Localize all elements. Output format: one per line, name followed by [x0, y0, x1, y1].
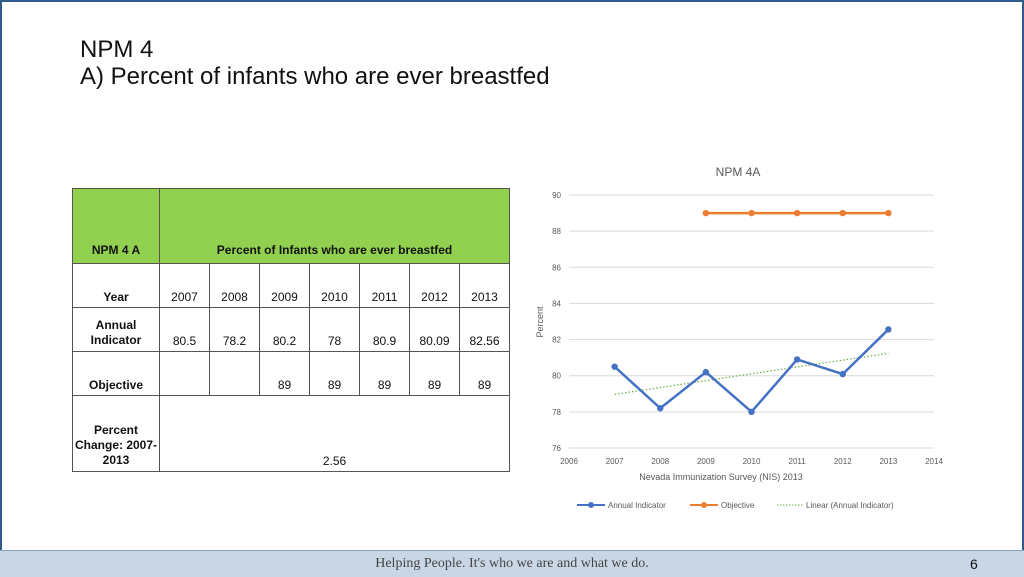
- chart-x-tick-label: 2009: [697, 457, 715, 466]
- chart-y-tick-label: 90: [552, 191, 561, 200]
- annual-cell: 80.5: [159, 307, 210, 352]
- chart-y-tick-label: 76: [552, 444, 561, 453]
- objective-cell: 89: [309, 351, 360, 396]
- chart-point-objective: [839, 209, 846, 217]
- objective-cell: 89: [259, 351, 310, 396]
- chart-x-tick-label: 2012: [834, 457, 852, 466]
- chart-y-tick-label: 86: [552, 263, 561, 272]
- chart-trendline: [614, 352, 889, 395]
- annual-cell: 78.2: [209, 307, 260, 352]
- footer-band: Helping People. It's who we are and what…: [0, 550, 1024, 577]
- objective-cell: [159, 351, 210, 396]
- year-cell: 2008: [209, 263, 260, 308]
- chart-point-annual-indicator: [657, 405, 664, 412]
- chart-point-objective: [748, 209, 755, 217]
- change-label: Percent Change: 2007-2013: [72, 395, 160, 472]
- annual-cell: 82.56: [459, 307, 510, 352]
- table-header-title: Percent of Infants who are ever breastfe…: [159, 188, 510, 264]
- chart-point-annual-indicator: [748, 408, 755, 416]
- chart-x-tick-label: 2008: [651, 457, 669, 466]
- chart-x-tick-label: 2006: [560, 457, 578, 466]
- objective-label: Objective: [72, 351, 160, 396]
- year-label: Year: [72, 263, 160, 308]
- chart-point-annual-indicator: [702, 368, 710, 376]
- data-table: NPM 4 A Percent of Infants who are ever …: [72, 188, 510, 472]
- table-annual-row: Annual Indicator 80.5 78.2 80.2 78 80.9 …: [72, 307, 510, 352]
- annual-cell: 80.09: [409, 307, 460, 352]
- chart-point-annual-indicator: [611, 363, 618, 370]
- annual-cell: 80.9: [359, 307, 410, 352]
- chart-x-tick-label: 2014: [925, 457, 943, 466]
- change-value: 2.56: [159, 395, 510, 472]
- title-line-1: NPM 4: [80, 36, 154, 63]
- title-line-2: A) Percent of infants who are ever breas…: [80, 63, 550, 90]
- annual-cell: 78: [309, 307, 360, 352]
- legend-label-annual: Annual Indicator: [608, 501, 666, 510]
- table-change-row: Percent Change: 2007-2013 2.56: [72, 395, 510, 472]
- chart-title: NPM 4A: [716, 165, 761, 179]
- table-objective-row: Objective 89 89 89 89 89: [72, 351, 510, 396]
- table-header-row: NPM 4 A Percent of Infants who are ever …: [72, 188, 510, 264]
- year-cell: 2012: [409, 263, 460, 308]
- table-header-label: NPM 4 A: [72, 188, 160, 264]
- chart-y-tick-label: 80: [552, 372, 561, 381]
- objective-cell: [209, 351, 260, 396]
- chart-y-tick-label: 84: [552, 299, 561, 308]
- annual-cell: 80.2: [259, 307, 310, 352]
- legend-marker-annual: [588, 502, 594, 508]
- chart-x-tick-label: 2007: [606, 457, 624, 466]
- chart-y-tick-label: 78: [552, 408, 561, 417]
- chart-x-tick-label: 2010: [743, 457, 761, 466]
- chart-point-annual-indicator: [885, 326, 892, 333]
- legend-label-objective: Objective: [721, 501, 755, 510]
- year-cell: 2011: [359, 263, 410, 308]
- chart-point-annual-indicator: [793, 356, 801, 363]
- chart-y-axis-label: Percent: [535, 306, 545, 338]
- chart-y-tick-label: 82: [552, 336, 561, 345]
- slide-title: NPM 4 A) Percent of infants who are ever…: [80, 36, 550, 90]
- chart-point-annual-indicator: [839, 370, 846, 378]
- year-cell: 2010: [309, 263, 360, 308]
- page-number: 6: [970, 556, 978, 572]
- legend-marker-objective: [701, 502, 707, 508]
- chart-point-objective: [885, 209, 892, 217]
- objective-cell: 89: [409, 351, 460, 396]
- chart-x-tick-label: 2013: [879, 457, 897, 466]
- slide: NPM 4 A) Percent of infants who are ever…: [2, 2, 1022, 550]
- footer-text: Helping People. It's who we are and what…: [375, 556, 649, 571]
- year-cell: 2009: [259, 263, 310, 308]
- chart-point-objective: [793, 209, 801, 217]
- chart-x-tick-label: 2011: [789, 457, 807, 466]
- chart-line-annual-indicator: [613, 328, 890, 414]
- legend-label-trend: Linear (Annual Indicator): [806, 501, 894, 510]
- objective-cell: 89: [359, 351, 410, 396]
- year-cell: 2013: [459, 263, 510, 308]
- year-cell: 2007: [159, 263, 210, 308]
- chart-y-tick-label: 88: [552, 227, 561, 236]
- annual-label: Annual Indicator: [72, 307, 160, 352]
- chart-point-objective: [702, 209, 710, 217]
- chart-x-axis-label: Nevada Immunization Survey (NIS) 2013: [639, 472, 803, 482]
- chart: NPM 4A 76 78 80 82 84 86 88 90 2006 2007 2008 2009 2…: [535, 165, 943, 510]
- chart-legend: Annual Indicator Objective Linear (Annua…: [577, 501, 894, 510]
- table-year-row: Year 2007 2008 2009 2010 2011 2012 2013: [72, 263, 510, 308]
- objective-cell: 89: [459, 351, 510, 396]
